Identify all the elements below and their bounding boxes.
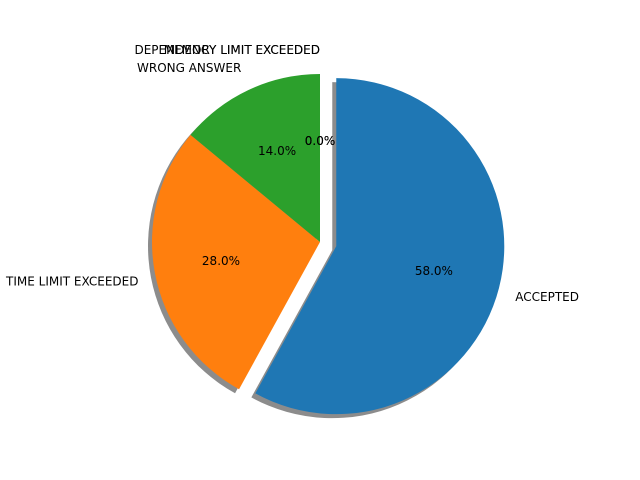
pie-label-layer: 58.0% ACCEPTED 28.0% TIME LIMIT EXCEEDED 14.…	[5, 43, 579, 304]
wedge-accepted	[255, 78, 505, 415]
wedge-wrong-answer	[190, 74, 320, 242]
category-label-wrong-answer: WRONG ANSWER	[137, 61, 241, 75]
percent-label-accepted: 58.0%	[415, 264, 453, 278]
category-label-memory-limit-exceeded: MEMORY LIMIT EXCEEDED	[164, 43, 320, 57]
pie-wedge-layer	[151, 74, 505, 415]
category-label-accepted: ACCEPTED	[515, 290, 579, 304]
percent-label-dependency-limit-exceeded: 0.0%	[305, 134, 336, 148]
percent-label-wrong-answer: 14.0%	[258, 144, 296, 158]
category-label-time-limit-exceeded: TIME LIMIT EXCEEDED	[5, 274, 138, 288]
percent-label-time-limit-exceeded: 28.0%	[202, 254, 240, 268]
percent-label-memory-limit-exceeded: 0.0%	[305, 134, 336, 148]
category-label-dependency-limit-exceeded: DEPENDENCY LIMIT EXCEEDED	[134, 43, 320, 57]
wedge-time-limit-exceeded	[151, 134, 320, 390]
